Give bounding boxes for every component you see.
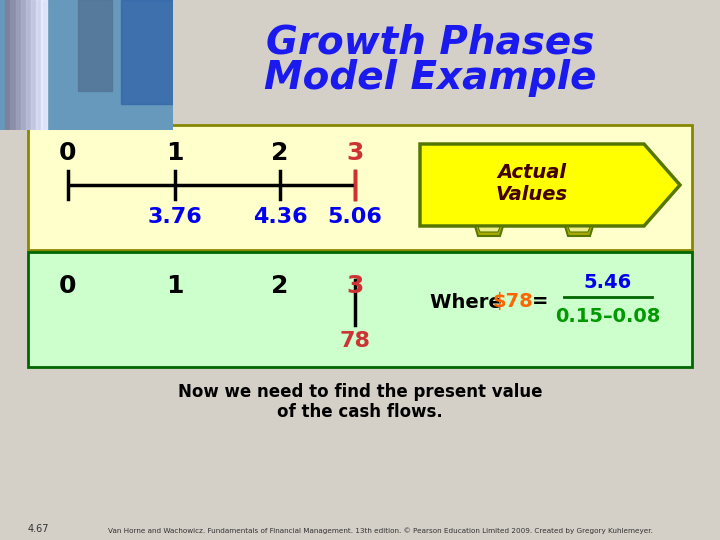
Text: 0: 0 [59, 274, 77, 298]
Text: 78: 78 [340, 331, 371, 351]
Bar [121, 0, 181, 104]
Polygon shape [420, 144, 680, 226]
Text: =: = [532, 293, 549, 312]
Text: 5.46: 5.46 [584, 273, 632, 292]
Bar [16, 0, 21, 130]
Text: Now we need to find the present value: Now we need to find the present value [178, 383, 542, 401]
Text: Growth Phases: Growth Phases [266, 23, 594, 61]
Text: of the cash flows.: of the cash flows. [277, 403, 443, 421]
Bar [26, 0, 32, 130]
Text: 3: 3 [346, 141, 364, 165]
Bar [10, 0, 16, 130]
Text: Values: Values [496, 186, 568, 205]
Bar [36, 0, 42, 130]
Bar [42, 0, 47, 130]
Text: Van Horne and Wachowicz. Fundamentals of Financial Management. 13th edition. © P: Van Horne and Wachowicz. Fundamentals of… [107, 528, 652, 534]
Text: $78: $78 [492, 293, 533, 312]
Text: Where: Where [430, 293, 508, 312]
Bar [5, 0, 11, 130]
Polygon shape [478, 227, 500, 232]
Bar [78, 0, 112, 91]
Text: 2: 2 [271, 274, 289, 298]
Text: Model Example: Model Example [264, 59, 596, 97]
FancyBboxPatch shape [28, 252, 692, 367]
Polygon shape [568, 227, 590, 232]
Text: 0: 0 [59, 141, 77, 165]
Polygon shape [475, 226, 503, 236]
FancyBboxPatch shape [28, 125, 692, 250]
Text: 3.76: 3.76 [148, 207, 202, 227]
Text: 5.06: 5.06 [328, 207, 382, 227]
Bar [31, 0, 37, 130]
Text: 0.15–0.08: 0.15–0.08 [555, 307, 661, 326]
Text: 1: 1 [166, 274, 184, 298]
Text: 3: 3 [346, 274, 364, 298]
Text: 2: 2 [271, 141, 289, 165]
Polygon shape [565, 226, 593, 236]
Text: 4.67: 4.67 [28, 524, 50, 534]
Text: 4.36: 4.36 [253, 207, 307, 227]
Bar [21, 0, 26, 130]
Text: 1: 1 [166, 141, 184, 165]
Text: Actual: Actual [498, 164, 567, 183]
